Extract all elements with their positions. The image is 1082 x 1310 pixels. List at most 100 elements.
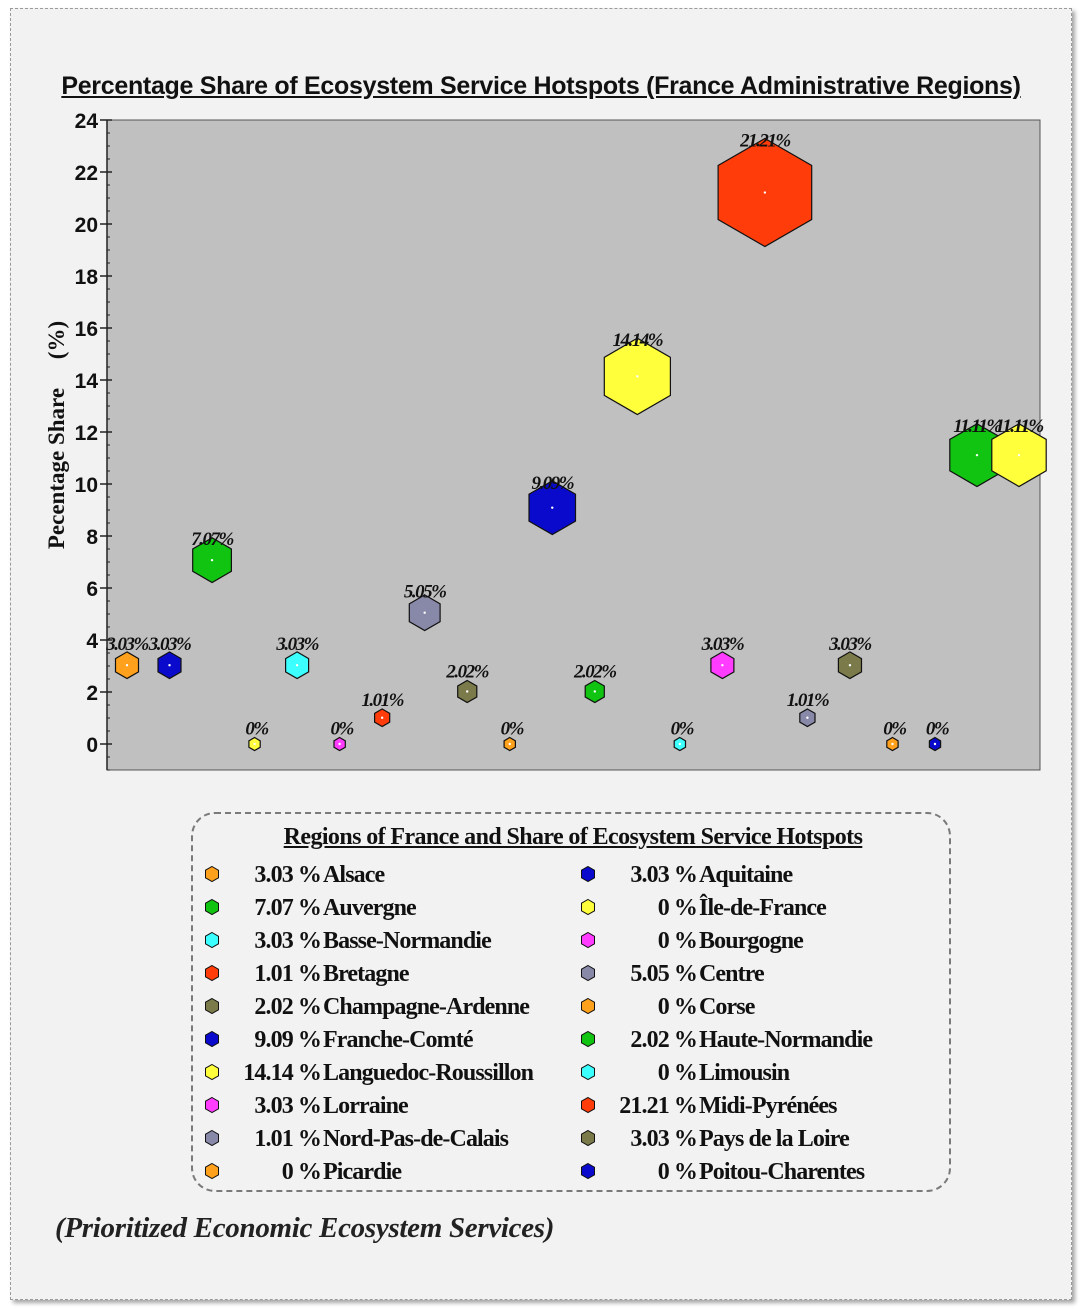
legend-item: 3.03 % Basse-Normandie — [203, 928, 583, 958]
legend-marker-icon — [205, 1096, 219, 1114]
marker-center-dot — [848, 664, 852, 667]
legend-marker-icon — [581, 1129, 595, 1147]
legend-item: 0 % Poitou-Charentes — [579, 1159, 959, 1189]
legend-value: 5.05 % — [630, 961, 698, 987]
data-label: 2.02% — [445, 661, 488, 682]
marker-center-dot — [125, 664, 129, 667]
marker-center-dot — [551, 506, 554, 509]
y-tick-label: 4 — [86, 630, 98, 653]
data-label: 3.03% — [828, 634, 871, 655]
y-tick-label: 16 — [75, 318, 98, 341]
data-label: 0% — [330, 719, 353, 740]
data-label: 0% — [501, 719, 524, 740]
legend-marker-icon — [581, 931, 595, 949]
figure-caption: (Prioritized Economic Ecosystem Services… — [55, 1212, 555, 1244]
legend-value: 3.03 % — [630, 1126, 698, 1152]
legend-marker-icon — [581, 1096, 595, 1114]
legend-marker-icon — [581, 1162, 595, 1180]
legend-region-name: Corse — [699, 994, 755, 1020]
legend-item: 0 % Limousin — [579, 1060, 959, 1090]
y-axis-label: Pecentage Share (%) — [44, 321, 69, 549]
data-label: 9.09% — [531, 473, 573, 494]
data-label: 3.03% — [148, 634, 191, 655]
legend-marker-icon — [581, 898, 595, 916]
legend-value: 0 % — [657, 1159, 698, 1185]
legend-item: 0 % Île-de-France — [579, 895, 959, 925]
y-tick-label: 0 — [86, 734, 98, 757]
legend-value: 1.01 % — [254, 961, 322, 987]
y-tick-label: 8 — [86, 526, 98, 549]
legend-region-name: Alsace — [323, 862, 385, 888]
legend-item: 7.07 % Auvergne — [203, 895, 583, 925]
marker-center-dot — [891, 742, 894, 746]
legend-region-name: Champagne-Ardenne — [323, 994, 530, 1020]
legend-value: 0 % — [657, 994, 698, 1020]
legend-region-name: Pays de la Loire — [699, 1126, 850, 1152]
legend-region-name: Franche-Comté — [323, 1027, 473, 1053]
y-tick-label: 22 — [75, 162, 98, 185]
marker-center-dot — [210, 558, 214, 562]
data-label: 11.11% — [953, 416, 1001, 437]
legend-item: 14.14 % Languedoc-Roussillon — [203, 1060, 583, 1090]
marker-center-dot — [508, 742, 511, 746]
data-label: 14.14% — [613, 330, 663, 351]
data-label: 11.11% — [995, 416, 1043, 437]
legend-region-name: Haute-Normandie — [699, 1027, 873, 1053]
legend-marker-icon — [205, 1162, 219, 1180]
legend-region-name: Limousin — [699, 1060, 790, 1086]
legend-region-name: Bourgogne — [699, 928, 804, 954]
legend-marker-icon — [581, 865, 595, 883]
legend-item: 3.03 % Pays de la Loire — [579, 1126, 959, 1156]
legend-marker-icon — [581, 964, 595, 982]
marker-center-dot — [168, 664, 171, 667]
data-label: 3.03% — [275, 634, 318, 655]
data-label: 1.01% — [787, 690, 829, 711]
legend-marker-icon — [205, 1030, 219, 1048]
chart-title: Percentage Share of Ecosystem Service Ho… — [61, 72, 1021, 100]
marker-center-dot — [338, 742, 341, 746]
marker-center-dot — [678, 742, 682, 746]
legend-value: 0 % — [657, 1060, 698, 1086]
marker-center-dot — [423, 611, 426, 614]
legend-marker-icon — [205, 997, 219, 1015]
legend-item: 1.01 % Bretagne — [203, 961, 583, 991]
marker-center-dot — [1017, 453, 1021, 457]
legend-value: 3.03 % — [254, 1093, 322, 1119]
legend-region-name: Île-de-France — [699, 895, 827, 921]
marker-center-dot — [806, 716, 809, 719]
data-label: 1.01% — [361, 690, 403, 711]
plot-area — [106, 119, 1041, 771]
data-label: 0% — [245, 719, 268, 740]
y-tick-label: 18 — [75, 266, 99, 289]
marker-center-dot — [721, 664, 724, 667]
legend-value: 0 % — [281, 1159, 322, 1185]
legend-value: 7.07 % — [254, 895, 322, 921]
legend-item: 21.21 % Midi-Pyrénées — [579, 1093, 959, 1123]
y-tick-label: 14 — [75, 370, 99, 393]
y-tick-label: 12 — [75, 422, 98, 445]
marker-center-dot — [763, 191, 767, 194]
data-label: 7.07% — [191, 529, 233, 550]
legend-region-name: Bretagne — [323, 961, 410, 987]
legend-marker-icon — [205, 865, 219, 883]
legend-value: 14.14 % — [243, 1060, 322, 1086]
legend-marker-icon — [581, 1063, 595, 1081]
legend-item: 2.02 % Haute-Normandie — [579, 1027, 959, 1057]
legend-region-name: Aquitaine — [699, 862, 793, 888]
data-label: 0% — [671, 719, 694, 740]
legend-item: 9.09 % Franche-Comté — [203, 1027, 583, 1057]
marker-center-dot — [380, 716, 384, 719]
legend-item: 5.05 % Centre — [579, 961, 959, 991]
marker-center-dot — [253, 742, 256, 746]
marker-center-dot — [295, 664, 299, 667]
y-tick-label: 2 — [86, 682, 98, 705]
legend-region-name: Poitou-Charentes — [699, 1159, 865, 1185]
legend-item: 3.03 % Alsace — [203, 862, 583, 892]
legend-region-name: Centre — [699, 961, 765, 987]
marker-center-dot — [466, 690, 469, 693]
legend-region-name: Auvergne — [323, 895, 417, 921]
legend-value: 3.03 % — [254, 862, 322, 888]
legend-item: 0 % Picardie — [203, 1159, 583, 1189]
legend-marker-icon — [205, 1129, 219, 1147]
legend-region-name: Nord-Pas-de-Calais — [323, 1126, 509, 1152]
